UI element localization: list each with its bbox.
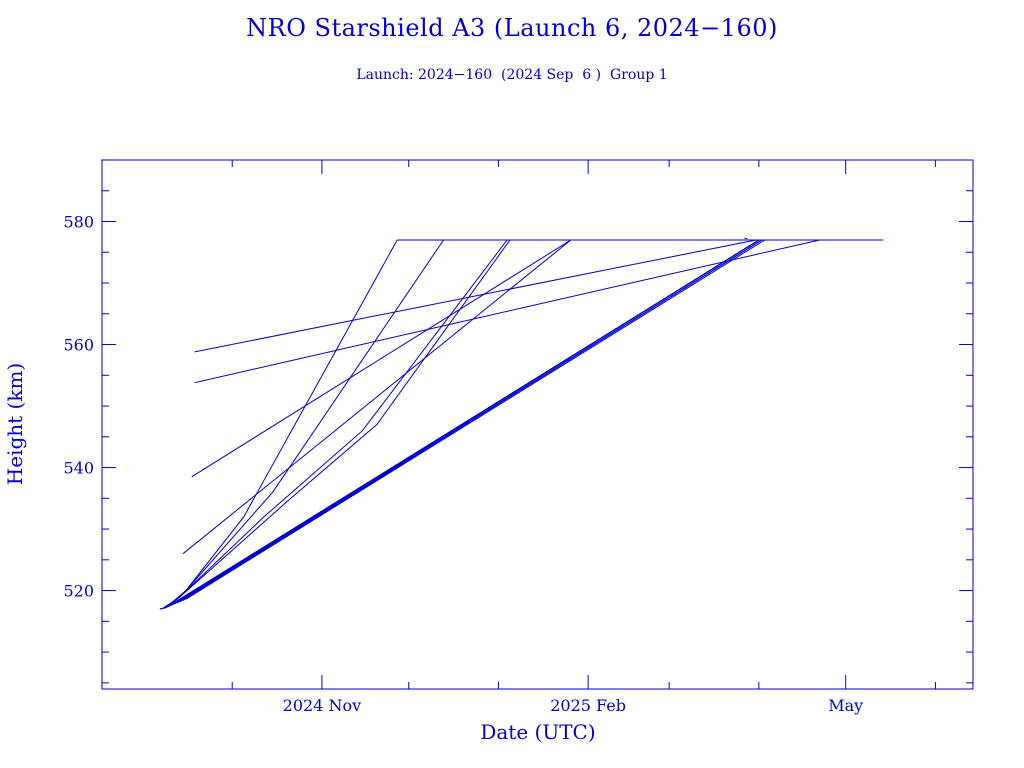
- series-line: [194, 239, 820, 384]
- y-tick-label: 540: [63, 459, 94, 478]
- series-group: [159, 237, 884, 610]
- series-line: [191, 239, 572, 478]
- series-line: [159, 239, 398, 610]
- series-line: [174, 239, 760, 605]
- series-line: [194, 239, 757, 353]
- series-line: [182, 239, 763, 601]
- chart-subtitle: Launch: 2024−160 (2024 Sep 6 ) Group 1: [356, 67, 668, 83]
- y-tick-label: 520: [63, 582, 94, 601]
- series-line: [162, 239, 508, 609]
- x-tick-label: 2025 Feb: [550, 696, 626, 715]
- chart-title: NRO Starshield A3 (Launch 6, 2024−160): [246, 14, 778, 42]
- plot-frame: [101, 159, 974, 690]
- tick-labels: 2024 Nov 2025 Feb May 520 540 560 580: [63, 213, 863, 715]
- series-line: [159, 239, 444, 610]
- series-line: [162, 239, 511, 609]
- series-line: [744, 237, 748, 240]
- y-axis-label: Height (km): [3, 363, 27, 485]
- axis-ticks: [102, 159, 973, 689]
- x-axis-label: Date (UTC): [480, 720, 595, 744]
- y-tick-label: 560: [63, 336, 94, 355]
- x-tick-label: May: [828, 696, 863, 715]
- series-line: [182, 239, 572, 555]
- y-tick-label: 580: [63, 213, 94, 232]
- series-line: [185, 239, 765, 600]
- x-tick-label: 2024 Nov: [283, 696, 361, 715]
- plot-border: [101, 159, 974, 690]
